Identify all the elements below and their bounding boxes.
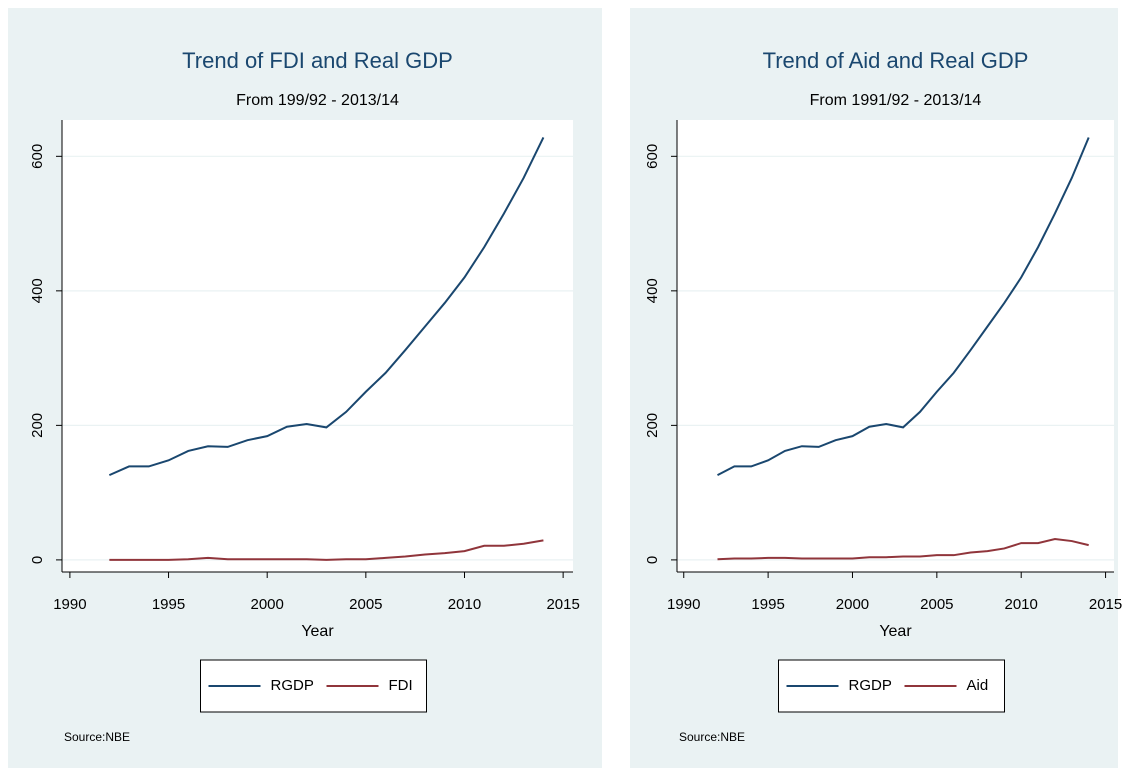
x-tick-label: 2010	[1005, 596, 1038, 613]
y-tick-label: 200	[29, 413, 46, 438]
legend-label: Aid	[967, 677, 989, 694]
source-note: Source:NBE	[679, 730, 745, 744]
y-tick-label: 400	[29, 278, 46, 303]
y-tick-label: 600	[29, 144, 46, 169]
chart-subtitle: From 1991/92 - 2013/14	[810, 92, 982, 109]
legend-label: RGDP	[271, 677, 314, 694]
series-line	[717, 137, 1090, 477]
x-tick-label: 2010	[448, 596, 481, 613]
x-tick-label: 2005	[349, 596, 382, 613]
series-line	[109, 539, 544, 561]
chart-panel: Trend of Aid and Real GDP From 1991/92 - …	[630, 8, 1122, 768]
source-note: Source:NBE	[64, 730, 130, 744]
x-tick-label: 2000	[251, 596, 284, 613]
y-tick-label: 0	[29, 556, 46, 564]
x-tick-label: 1990	[53, 596, 86, 613]
chart-panel: Trend of FDI and Real GDP From 199/92 - 2…	[8, 8, 602, 768]
chart-title: Trend of Aid and Real GDP	[763, 48, 1029, 73]
x-axis-label: Year	[301, 623, 334, 640]
legend-label: FDI	[389, 677, 413, 694]
series-line	[717, 538, 1089, 561]
x-tick-label: 2000	[836, 596, 869, 613]
x-tick-label: 2015	[546, 596, 579, 613]
y-tick-label: 0	[644, 556, 661, 564]
chart-subtitle: From 199/92 - 2013/14	[236, 92, 399, 109]
x-tick-label: 2015	[1089, 596, 1122, 613]
y-tick-label: 200	[644, 413, 661, 438]
legend-label: RGDP	[849, 677, 892, 694]
x-tick-label: 1995	[152, 596, 185, 613]
x-axis-label: Year	[879, 623, 912, 640]
x-tick-label: 1995	[751, 596, 784, 613]
x-tick-label: 1990	[667, 596, 700, 613]
y-tick-label: 600	[644, 144, 661, 169]
plot-area	[677, 120, 1114, 572]
y-tick-label: 400	[644, 278, 661, 303]
plot-area	[62, 120, 573, 572]
x-tick-label: 2005	[920, 596, 953, 613]
chart-title: Trend of FDI and Real GDP	[182, 48, 453, 73]
series-line	[108, 137, 545, 477]
